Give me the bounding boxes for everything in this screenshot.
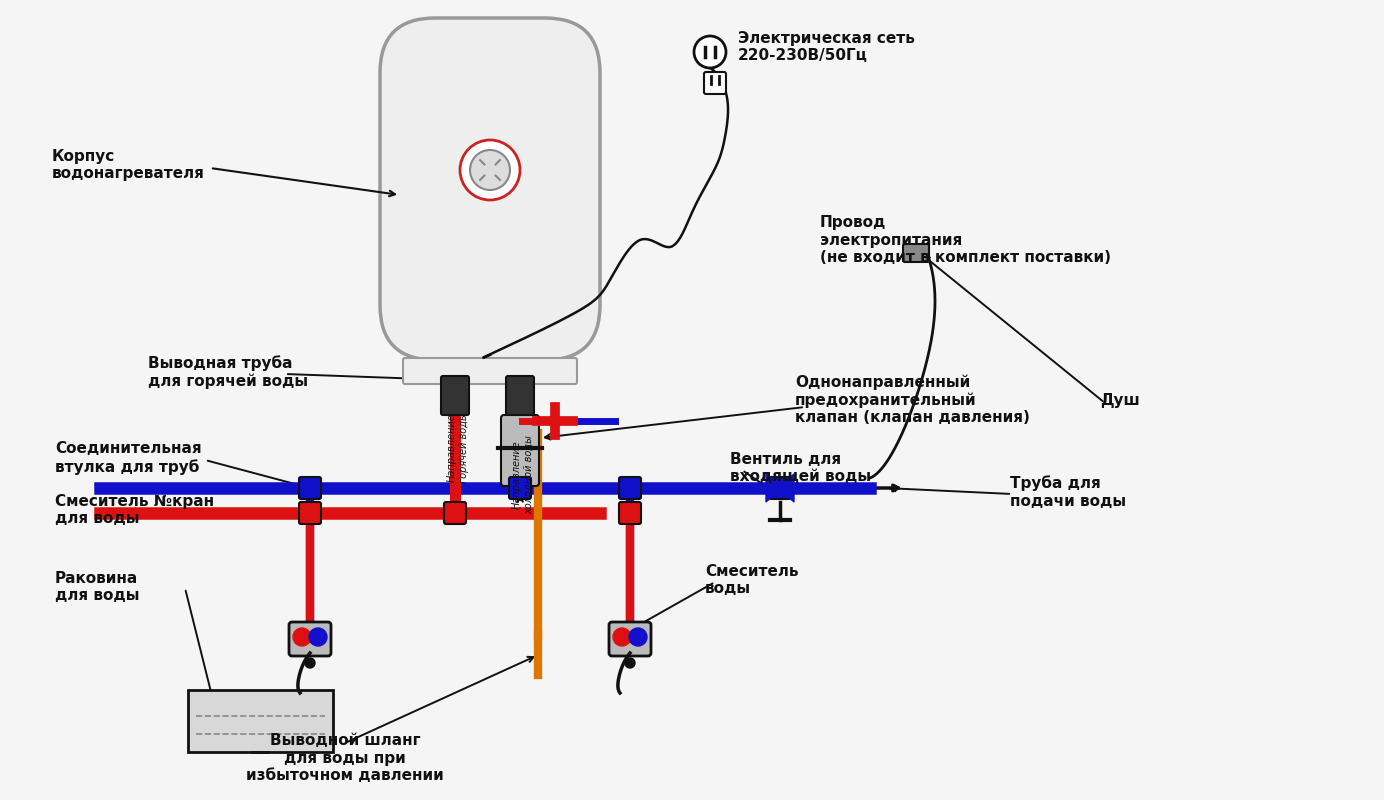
Circle shape bbox=[626, 658, 635, 668]
Circle shape bbox=[613, 628, 631, 646]
Text: Выводная труба
для горячей воды: Выводная труба для горячей воды bbox=[148, 355, 309, 389]
Text: Душ: Душ bbox=[1100, 393, 1140, 407]
Text: Труба для
подачи воды: Труба для подачи воды bbox=[1010, 475, 1127, 509]
FancyBboxPatch shape bbox=[619, 477, 641, 499]
Text: Направление
горячей воды: Направление горячей воды bbox=[447, 413, 469, 483]
Text: Раковина
для воды: Раковина для воды bbox=[55, 571, 140, 603]
Text: Вентиль для
входящей воды: Вентиль для входящей воды bbox=[729, 452, 871, 484]
FancyBboxPatch shape bbox=[507, 376, 534, 415]
FancyBboxPatch shape bbox=[902, 244, 929, 262]
FancyBboxPatch shape bbox=[289, 622, 331, 656]
Circle shape bbox=[693, 36, 727, 68]
FancyBboxPatch shape bbox=[501, 415, 538, 486]
Circle shape bbox=[304, 658, 316, 668]
Text: Провод
электропитания
(не входит в комплект поставки): Провод электропитания (не входит в компл… bbox=[819, 215, 1111, 265]
FancyBboxPatch shape bbox=[441, 376, 469, 415]
Polygon shape bbox=[765, 474, 782, 502]
Text: Смеситель №кран
для воды: Смеситель №кран для воды bbox=[55, 494, 215, 526]
Text: Однонаправленный
предохранительный
клапан (клапан давления): Однонаправленный предохранительный клапа… bbox=[794, 374, 1030, 426]
Text: Смеситель
воды: Смеситель воды bbox=[704, 564, 799, 596]
FancyBboxPatch shape bbox=[609, 622, 650, 656]
FancyBboxPatch shape bbox=[381, 18, 601, 360]
FancyBboxPatch shape bbox=[509, 477, 531, 499]
Text: Электрическая сеть
220-230В/50Гц: Электрическая сеть 220-230В/50Гц bbox=[738, 30, 915, 63]
Circle shape bbox=[471, 150, 509, 190]
Polygon shape bbox=[778, 474, 794, 502]
Circle shape bbox=[309, 628, 327, 646]
Text: Корпус
водонагревателя: Корпус водонагревателя bbox=[53, 149, 205, 182]
FancyBboxPatch shape bbox=[619, 502, 641, 524]
FancyBboxPatch shape bbox=[299, 502, 321, 524]
FancyBboxPatch shape bbox=[704, 72, 727, 94]
FancyBboxPatch shape bbox=[299, 477, 321, 499]
Circle shape bbox=[293, 628, 311, 646]
Circle shape bbox=[628, 628, 646, 646]
FancyBboxPatch shape bbox=[770, 477, 792, 499]
Circle shape bbox=[459, 140, 520, 200]
Text: Направление
холодной воды: Направление холодной воды bbox=[512, 435, 534, 514]
Bar bbox=[188, 690, 334, 752]
FancyBboxPatch shape bbox=[403, 358, 577, 384]
FancyBboxPatch shape bbox=[444, 502, 466, 524]
Text: Выводной шланг
для воды при
избыточном давлении: Выводной шланг для воды при избыточном д… bbox=[246, 733, 444, 783]
Text: Соединительная
втулка для труб: Соединительная втулка для труб bbox=[55, 442, 202, 474]
